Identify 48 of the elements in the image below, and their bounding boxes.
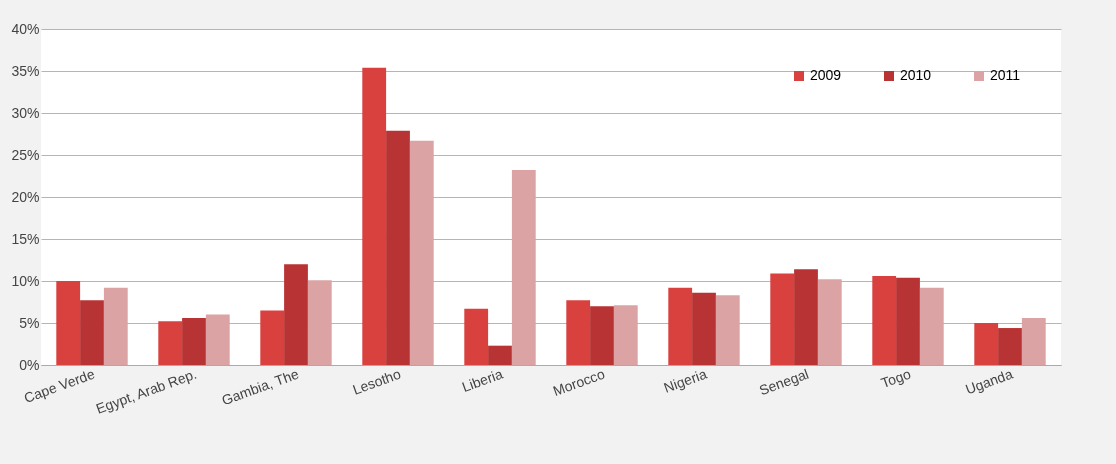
bar <box>974 323 999 365</box>
x-tick-label: Nigeria <box>661 365 709 396</box>
bar <box>182 317 206 365</box>
x-tick-label: Liberia <box>459 365 505 396</box>
bar <box>362 67 387 365</box>
y-tick-label: 5% <box>19 314 40 331</box>
bar <box>158 321 183 365</box>
bar <box>919 287 944 365</box>
bar <box>794 269 818 365</box>
y-tick-label: 25% <box>11 146 40 163</box>
y-tick-label: 30% <box>11 104 40 121</box>
y-tick-label: 20% <box>11 188 40 205</box>
x-tick-label: Gambia, The <box>219 365 301 409</box>
bar <box>613 305 638 365</box>
bar <box>307 280 332 365</box>
bar <box>80 300 104 365</box>
y-tick-label: 10% <box>11 272 40 289</box>
bar <box>872 275 897 365</box>
bar <box>715 295 740 365</box>
bar <box>692 292 716 365</box>
bar <box>590 306 614 365</box>
bar <box>284 264 308 365</box>
bar <box>103 287 128 365</box>
y-tick-label: 35% <box>11 62 40 79</box>
y-tick-label: 0% <box>19 356 40 373</box>
bar <box>464 308 489 365</box>
bar <box>56 281 81 365</box>
bar <box>896 277 920 365</box>
x-tick-label: Togo <box>878 365 913 392</box>
bar <box>566 300 591 365</box>
x-tick-label: Egypt, Arab Rep. <box>93 365 199 417</box>
legend-label: 2010 <box>900 67 932 83</box>
bar <box>668 287 693 365</box>
legend-label: 2011 <box>990 67 1021 83</box>
x-tick-label: Uganda <box>963 365 1015 398</box>
bar <box>998 328 1022 365</box>
bar <box>817 279 842 365</box>
y-tick-label: 40% <box>11 20 40 37</box>
bar <box>770 273 795 365</box>
bar <box>205 314 230 365</box>
y-tick-label: 15% <box>11 230 40 247</box>
legend-label: 2009 <box>810 67 842 83</box>
bar <box>386 130 410 365</box>
bar <box>488 345 512 365</box>
bar <box>511 170 536 365</box>
bar <box>409 140 434 365</box>
bar <box>260 310 285 365</box>
bar <box>1021 317 1046 365</box>
